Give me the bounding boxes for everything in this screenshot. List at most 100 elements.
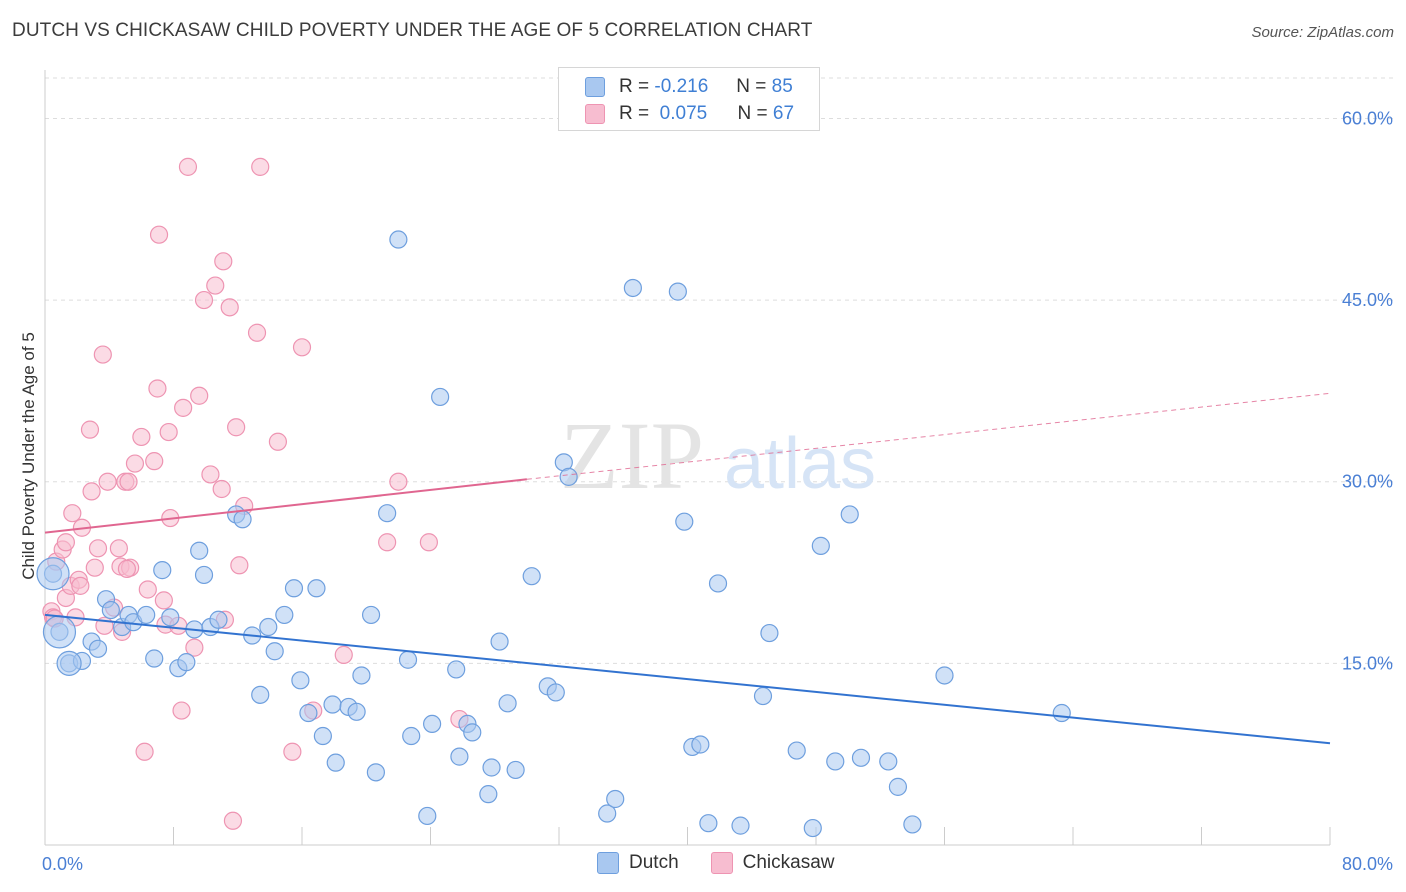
chickasaw-point-31: [148, 379, 167, 398]
chickasaw-r-value: 0.075: [659, 103, 708, 124]
chickasaw-legend-swatch: [710, 852, 733, 874]
chickasaw-point-20: [109, 539, 128, 558]
chickasaw-point-45: [206, 276, 225, 295]
dutch-point-61: [559, 467, 578, 486]
x-tick-label-1: 80.0%: [1342, 854, 1393, 874]
chickasaw-point-14: [82, 482, 101, 501]
y-tick-label-1: 30.0%: [1342, 472, 1393, 492]
chickasaw-point-62: [389, 472, 408, 491]
dutch-point-39: [361, 605, 381, 625]
dutch-point-32: [307, 579, 326, 598]
chart-title: DUTCH VS CHICKASAW CHILD POVERTY UNDER T…: [12, 20, 813, 41]
dutch-point-56: [506, 760, 525, 780]
dutch-r-label: R =: [619, 76, 650, 97]
dutch-point-78: [840, 505, 859, 524]
dutch-point-65: [668, 282, 687, 301]
chickasaw-point-26: [125, 454, 145, 473]
dutch-legend-swatch: [597, 852, 619, 874]
dutch-point-19: [194, 565, 214, 585]
dutch-n-label: N =: [736, 76, 767, 97]
dutch-point-81: [888, 777, 908, 796]
series-legend: Dutch Chickasaw: [597, 852, 867, 874]
chickasaw-trend-line: [44, 478, 527, 534]
dutch-point-53: [482, 758, 501, 777]
dutch-point-27: [265, 642, 284, 661]
dutch-point-75: [803, 818, 822, 838]
dutch-point-83: [1052, 703, 1071, 723]
watermark: ZIP atlas: [560, 402, 876, 509]
correlation-legend: R = -0.216 N = 85 R = 0.075 N = 67: [558, 67, 820, 131]
chickasaw-point-24: [119, 472, 138, 491]
chickasaw-point-57: [283, 742, 302, 761]
chickasaw-point-28: [135, 742, 154, 761]
dutch-point-29: [284, 579, 304, 598]
chickasaw-point-60: [334, 645, 353, 664]
dutch-point-49: [450, 747, 469, 766]
chickasaw-point-33: [154, 591, 173, 610]
dutch-point-84: [935, 666, 954, 685]
chickasaw-point-43: [194, 290, 214, 310]
dutch-point-41: [378, 504, 397, 523]
dutch-point-48: [447, 660, 466, 679]
chickasaw-point-17: [93, 345, 112, 364]
chickasaw-point-29: [138, 580, 157, 599]
chickasaw-points: [42, 157, 469, 830]
chickasaw-point-52: [230, 556, 249, 575]
y-axis-label: Child Poverty Under the Age of 5: [19, 332, 38, 580]
chickasaw-n-label: N =: [737, 103, 768, 124]
dutch-points: [36, 230, 1071, 838]
chickasaw-point-65: [117, 559, 137, 579]
chickasaw-point-13: [80, 420, 100, 439]
dutch-point-69: [699, 814, 718, 833]
dutch-trend-line: [44, 613, 1331, 745]
chickasaw-point-46: [212, 479, 231, 499]
chickasaw-point-42: [190, 386, 209, 405]
chickasaw-point-41: [185, 638, 204, 657]
dutch-point-77: [826, 752, 845, 771]
dutch-point-59: [546, 683, 565, 702]
dutch-swatch: [585, 77, 605, 97]
x-tick-label-0: 0.0%: [42, 854, 83, 874]
dutch-point-42: [389, 230, 408, 249]
dutch-point-14: [161, 608, 180, 627]
trend-lines: [44, 392, 1331, 745]
dutch-large-point-1: [42, 615, 77, 649]
dutch-r-value: -0.216: [654, 76, 709, 97]
x-tick-labels: 0.0% 80.0%: [42, 854, 1393, 874]
chickasaw-n-value: 67: [772, 103, 795, 124]
legend-item-chickasaw: Chickasaw: [710, 852, 835, 874]
dutch-point-57: [522, 567, 541, 586]
chickasaw-point-27: [132, 427, 151, 447]
chickasaw-point-51: [227, 418, 246, 437]
legend-row-dutch: R = -0.216 N = 85: [585, 74, 793, 100]
chickasaw-point-61: [378, 533, 397, 552]
dutch-large-point-2: [56, 650, 82, 676]
dutch-point-54: [490, 632, 509, 651]
y-tick-label-2: 45.0%: [1342, 290, 1393, 310]
dutch-point-82: [903, 815, 922, 834]
chickasaw-point-35: [159, 422, 178, 442]
dutch-point-74: [787, 741, 806, 760]
dutch-point-21: [209, 610, 228, 629]
chickasaw-point-63: [419, 533, 438, 552]
chickasaw-point-39: [174, 398, 193, 417]
dutch-point-64: [623, 278, 642, 298]
chickasaw-r-label: R =: [619, 103, 650, 124]
dutch-point-80: [879, 752, 898, 771]
dutch-legend-label: Dutch: [629, 852, 679, 873]
chickasaw-point-50: [223, 811, 243, 830]
dutch-point-25: [251, 685, 270, 704]
dutch-point-73: [760, 623, 779, 643]
dutch-point-46: [423, 714, 442, 734]
dutch-large-point-0: [36, 557, 70, 591]
chickasaw-point-38: [172, 701, 191, 720]
chickasaw-point-55: [251, 157, 270, 176]
dutch-point-34: [323, 695, 342, 714]
chickasaw-point-32: [149, 225, 169, 244]
dutch-point-45: [418, 806, 437, 826]
dutch-point-71: [731, 816, 750, 835]
y-tick-labels: 15.0% 30.0% 45.0% 60.0%: [1342, 108, 1393, 673]
watermark-zip: ZIP: [560, 402, 704, 509]
dutch-point-37: [347, 702, 366, 721]
